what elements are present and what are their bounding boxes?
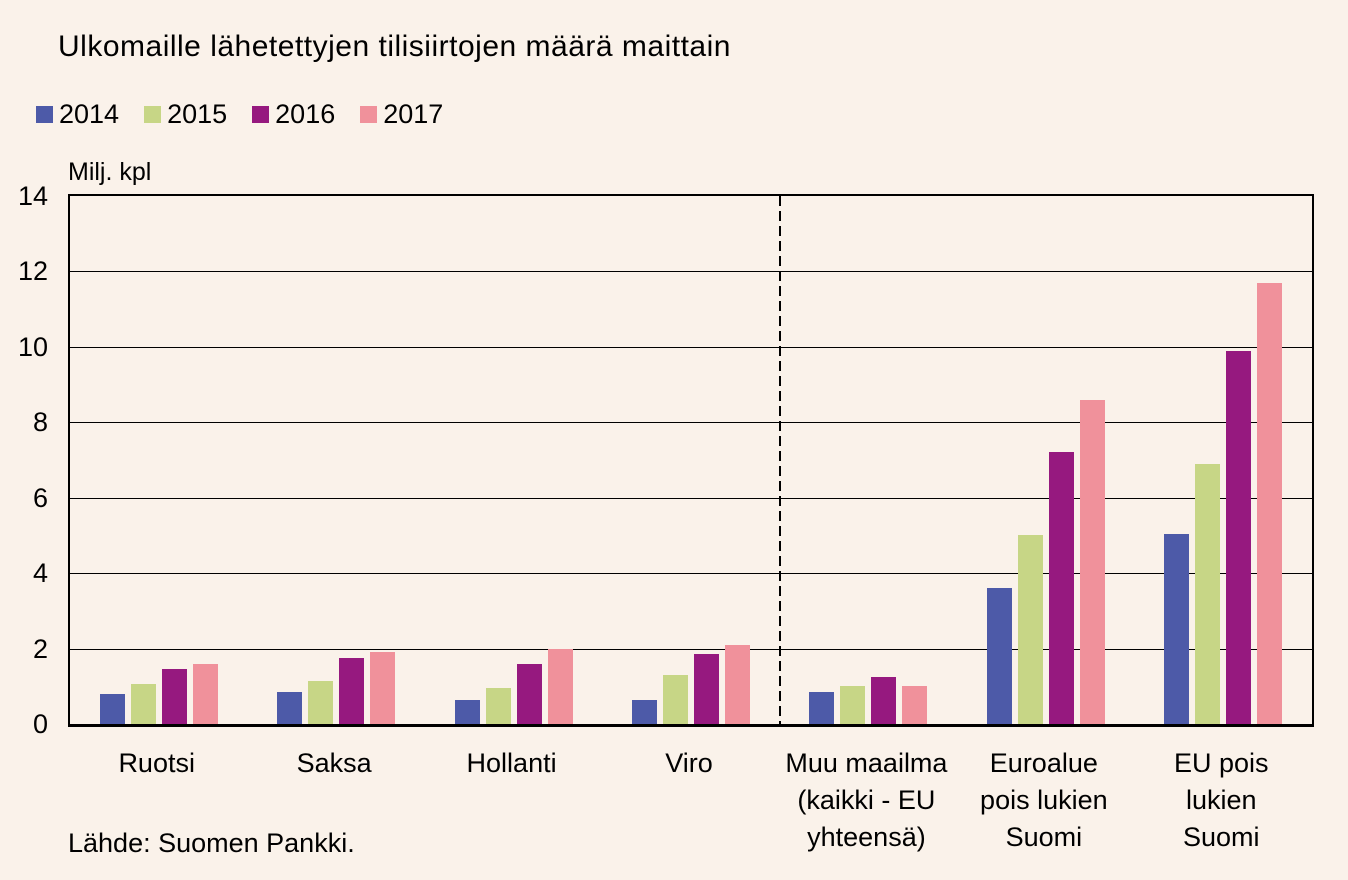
legend: 2014 2015 2016 2017 <box>36 101 468 128</box>
bar-2014-category-3 <box>632 699 657 724</box>
bar-2014-category-6 <box>1164 533 1190 724</box>
x-tick-3: Viro <box>665 748 713 778</box>
bar-2014-category-2 <box>454 699 480 724</box>
y-tick-14: 14 <box>17 181 48 211</box>
y-tick-2: 2 <box>32 633 48 664</box>
y-tick-12: 12 <box>17 256 48 287</box>
bar-2017-category-3 <box>725 644 750 724</box>
x-tick-2: Hollanti <box>466 748 557 778</box>
x-tick-4: Muu maailma (kaikki - EU yhteensä) <box>785 748 948 852</box>
legend-swatch-2017 <box>360 106 378 123</box>
bar-2016-category-5 <box>1048 452 1074 724</box>
legend-item-2016: 2016 <box>252 101 335 128</box>
bar-2015-category-1 <box>308 680 334 724</box>
source-note: Lähde: Suomen Pankki. <box>68 828 355 858</box>
legend-label-2014: 2014 <box>59 99 120 129</box>
legend-swatch-2016 <box>252 106 270 123</box>
gridline-10 <box>70 346 1312 348</box>
x-tick-6: EU pois lukien Suomi <box>1174 748 1269 852</box>
legend-item-2014: 2014 <box>36 101 119 128</box>
bar-2015-category-4 <box>840 686 866 724</box>
bar-2017-category-1 <box>370 652 396 724</box>
gridline-8 <box>70 422 1312 424</box>
legend-label-2017: 2017 <box>383 99 444 129</box>
bar-2017-category-4 <box>902 686 928 724</box>
bar-2014-category-4 <box>809 691 835 724</box>
x-tick-5: Euroalue pois lukien Suomi <box>980 748 1108 852</box>
bar-2016-category-3 <box>694 654 719 724</box>
bar-2014-category-0 <box>99 693 125 724</box>
legend-item-2015: 2015 <box>144 101 227 128</box>
y-axis-unit-label: Milj. kpl <box>68 158 152 186</box>
bar-2015-category-0 <box>130 684 156 724</box>
x-tick-1: Saksa <box>296 748 372 778</box>
gridline-4 <box>70 573 1312 575</box>
bar-2017-category-2 <box>547 648 573 724</box>
category-separator-dashed-line <box>778 196 781 724</box>
y-tick-8: 8 <box>32 407 48 438</box>
bar-2016-category-0 <box>161 669 187 724</box>
bar-2015-category-2 <box>485 688 511 724</box>
x-tick-0: Ruotsi <box>118 748 195 778</box>
y-tick-10: 10 <box>17 331 48 362</box>
gridline-6 <box>70 497 1312 499</box>
plot-area <box>68 194 1314 727</box>
legend-label-2015: 2015 <box>167 99 228 129</box>
bar-2016-category-4 <box>871 676 897 724</box>
y-tick-4: 4 <box>32 558 48 589</box>
bar-2017-category-5 <box>1079 399 1105 724</box>
bar-2015-category-5 <box>1017 535 1043 724</box>
legend-swatch-2014 <box>36 106 53 123</box>
y-tick-6: 6 <box>32 482 48 513</box>
y-tick-0: 0 <box>32 709 48 739</box>
gridline-12 <box>70 271 1312 273</box>
bar-2017-category-6 <box>1257 282 1283 724</box>
bar-2014-category-5 <box>986 588 1012 724</box>
gridline-2 <box>70 648 1312 650</box>
bar-2014-category-1 <box>277 691 303 724</box>
bar-2015-category-3 <box>663 674 688 724</box>
legend-swatch-2015 <box>144 106 162 123</box>
chart-title: Ulkomaille lähetettyjen tilisiirtojen mä… <box>58 30 731 63</box>
bar-2016-category-6 <box>1226 350 1252 724</box>
legend-label-2016: 2016 <box>275 99 336 129</box>
bar-2016-category-2 <box>516 663 542 724</box>
bar-2015-category-6 <box>1195 463 1221 724</box>
bar-2016-category-1 <box>339 658 365 724</box>
bar-2017-category-0 <box>192 663 218 724</box>
legend-item-2017: 2017 <box>360 101 443 128</box>
